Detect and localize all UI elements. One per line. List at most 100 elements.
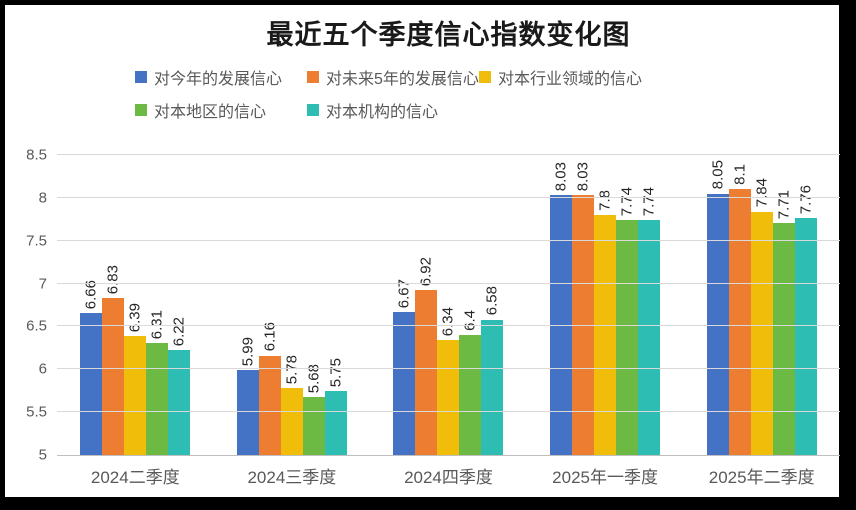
legend-label: 对未来5年的发展信心	[326, 71, 479, 88]
bar-value-label: 6.58	[483, 286, 501, 316]
bar-groups: 6.66 6.83 6.39 6.31 6.22 5.99 6.16 5.78 5.68 5.75…	[57, 155, 840, 455]
y-tick-label: 6.5	[26, 317, 47, 335]
chart-title: 最近五个季度信心指数变化图	[266, 20, 631, 50]
bar	[324, 390, 347, 455]
gridline	[57, 325, 840, 327]
chart-canvas: 最近五个季度信心指数变化图 对今年的发展信心 对未来5年的发展信心 对本行业领域的信…	[5, 5, 840, 497]
bar-cell: 6.31	[146, 155, 169, 455]
x-tick-label: 2024二季度	[90, 468, 180, 487]
x-axis-labels: 2024二季度 2024三季度 2024四季度 2025年一季度 2025年二季度	[57, 463, 840, 488]
bar-value-label: 5.75	[327, 357, 345, 387]
bar	[415, 290, 438, 455]
legend-item: 对今年的发展信心	[135, 65, 307, 89]
legend-row-2: 对本地区的信心 对本机构的信心	[135, 98, 642, 122]
bar-value-label: 6.83	[104, 264, 122, 295]
legend-swatch-icon	[135, 104, 147, 116]
bar-cell: 7.84	[750, 155, 773, 455]
y-tick-label: 8	[38, 189, 47, 207]
bar-cell: 6.4	[459, 155, 482, 455]
bar	[638, 220, 661, 455]
bar-cell: 8.03	[550, 155, 573, 455]
bar-cell: 6.58	[481, 155, 504, 455]
x-tick-label: 2024三季度	[247, 468, 337, 487]
bar	[794, 218, 817, 455]
bar-cell: 6.83	[102, 155, 125, 455]
bar	[706, 193, 729, 455]
y-axis-labels: 5 5.5 6 6.5 7 7.5 8 8.5	[5, 148, 47, 463]
y-tick-label: 5	[38, 446, 47, 464]
bar-cell: 5.75	[324, 155, 347, 455]
bar-cell: 7.74	[638, 155, 661, 455]
bar-group: 6.67 6.92 6.34 6.4 6.58	[370, 155, 527, 455]
bar-value-label: 7.76	[797, 185, 815, 215]
bar	[728, 189, 751, 455]
gridline	[57, 368, 840, 370]
bar	[146, 342, 169, 455]
gridline	[57, 154, 840, 155]
legend-label: 对本行业领域的信心	[498, 71, 643, 88]
bar-cell: 6.92	[415, 155, 438, 455]
bar-cell: 8.1	[728, 155, 751, 455]
bar-value-label: 6.4	[461, 310, 479, 331]
bar	[459, 335, 482, 455]
bar-value-label: 6.34	[439, 306, 457, 337]
bar-value-label: 6.66	[82, 279, 100, 309]
bar	[124, 335, 147, 455]
bar	[168, 350, 191, 455]
bar-value-label: 6.31	[148, 309, 166, 339]
legend-label: 对本机构的信心	[326, 104, 439, 121]
y-tick-label: 5.5	[26, 403, 47, 421]
gridline	[57, 239, 840, 241]
bar-cell: 8.05	[706, 155, 729, 455]
bar	[236, 370, 259, 455]
bar-value-label: 8.03	[552, 162, 570, 192]
legend-label: 对本地区的信心	[154, 104, 267, 121]
x-tick-label: 2025年二季度	[708, 468, 815, 487]
bar-value-label: 6.39	[126, 302, 144, 332]
bar-value-label: 8.03	[574, 162, 592, 192]
bar-cell: 7.76	[794, 155, 817, 455]
bar-cell: 6.22	[168, 155, 191, 455]
legend-row-1: 对今年的发展信心 对未来5年的发展信心 对本行业领域的信心	[135, 65, 642, 89]
legend-item: 对本机构的信心	[307, 98, 438, 122]
legend-swatch-icon	[135, 71, 147, 83]
bar-cell: 6.39	[124, 155, 147, 455]
legend-item: 对未来5年的发展信心	[307, 65, 479, 89]
bar-cell: 7.74	[616, 155, 639, 455]
bar	[616, 220, 639, 455]
bar-value-label: 5.78	[283, 354, 301, 385]
bar-value-label: 6.22	[170, 317, 188, 347]
bar-value-label: 8.1	[731, 164, 749, 186]
bar-cell: 6.67	[393, 155, 416, 455]
bar	[258, 355, 281, 455]
bar	[481, 319, 504, 455]
legend-label: 对今年的发展信心	[154, 71, 283, 88]
bar-cell: 5.68	[302, 155, 325, 455]
y-tick-label: 8.5	[26, 146, 47, 164]
bar-cell: 7.71	[772, 155, 795, 455]
bar-cell: 6.34	[437, 155, 460, 455]
bar-cell: 5.99	[236, 155, 259, 455]
bar	[80, 312, 103, 455]
bar	[750, 211, 773, 455]
bar-value-label: 7.71	[775, 189, 793, 219]
x-tick-label: 2024四季度	[404, 468, 493, 487]
bar	[437, 340, 460, 455]
bar-value-label: 7.8	[596, 190, 614, 211]
bar-group: 8.05 8.1 7.84 7.71 7.76	[683, 155, 840, 455]
x-tick-label: 2025年一季度	[552, 468, 658, 487]
bar-value-label: 7.74	[618, 186, 636, 217]
bar	[393, 311, 416, 455]
bar	[302, 396, 325, 455]
bar-value-label: 8.05	[709, 160, 727, 190]
bar	[280, 388, 303, 455]
bar	[594, 215, 617, 455]
legend-item: 对本地区的信心	[135, 98, 307, 122]
legend-swatch-icon	[479, 71, 491, 83]
y-tick-label: 7.5	[26, 232, 47, 250]
bar	[772, 222, 795, 455]
legend-swatch-icon	[307, 104, 319, 116]
bar-group: 5.99 6.16 5.78 5.68 5.75	[214, 155, 371, 455]
legend-item: 对本行业领域的信心	[479, 65, 642, 89]
legend-swatch-icon	[307, 71, 319, 83]
